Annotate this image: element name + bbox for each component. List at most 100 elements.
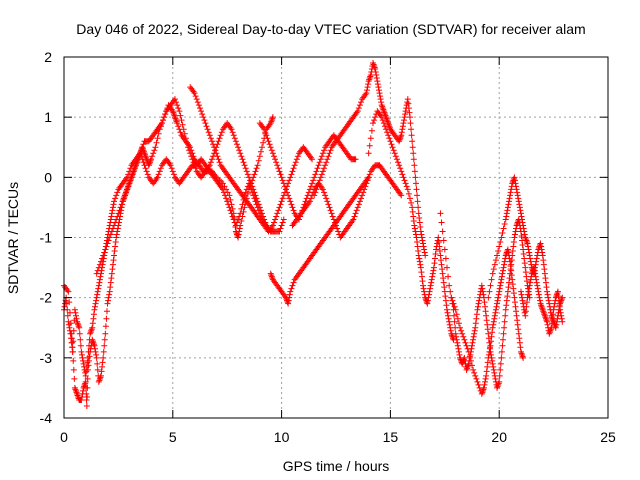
data-point	[457, 324, 464, 331]
data-point-interp	[149, 153, 156, 160]
y-tick-label: -2	[40, 290, 53, 306]
data-point	[367, 72, 374, 79]
data-point-interp	[251, 171, 258, 178]
data-point	[285, 300, 292, 307]
data-point	[287, 288, 294, 295]
data-point-interp	[558, 315, 565, 322]
data-point	[522, 264, 529, 271]
data-point-interp	[252, 168, 259, 175]
data-point-interp	[66, 299, 73, 306]
data-point	[132, 162, 139, 169]
data-point-interp	[517, 344, 524, 351]
y-tick-label: 0	[44, 169, 52, 185]
data-point-interp	[116, 207, 123, 214]
data-point-interp	[441, 284, 448, 291]
data-point-interp	[407, 120, 414, 127]
data-point-interp	[253, 165, 260, 172]
data-point-interp	[454, 315, 461, 322]
data-point-interp	[418, 269, 425, 276]
data-point	[108, 270, 115, 277]
data-point-interp	[485, 351, 492, 358]
data-point	[400, 120, 407, 127]
data-point	[491, 312, 498, 319]
data-point-interp	[353, 207, 360, 214]
data-point-interp	[366, 75, 373, 82]
data-point-interp	[390, 147, 397, 154]
data-point-interp	[364, 177, 371, 184]
data-point	[433, 246, 440, 253]
data-point-interp	[469, 339, 476, 346]
data-point-interp	[314, 183, 321, 190]
data-point	[245, 174, 252, 181]
data-point-interp	[90, 311, 97, 318]
data-point-interp	[492, 309, 499, 316]
data-point	[483, 372, 490, 379]
data-point-interp	[81, 381, 88, 388]
data-point-interp	[380, 120, 387, 127]
data-point	[537, 240, 544, 247]
data-point-interp	[482, 378, 489, 385]
data-point-interp	[519, 219, 526, 226]
data-point	[269, 222, 276, 229]
data-point-interp	[327, 207, 334, 214]
data-point	[91, 342, 98, 349]
data-point-interp	[365, 81, 372, 88]
data-point-interp	[102, 323, 109, 330]
data-point-interp	[375, 84, 382, 91]
data-point	[439, 270, 446, 277]
data-point-interp	[503, 213, 510, 220]
data-point	[524, 240, 531, 247]
data-point-interp	[412, 180, 419, 187]
data-point	[415, 252, 422, 259]
data-point-interp	[393, 156, 400, 163]
data-point-interp	[377, 93, 384, 100]
data-point	[269, 150, 276, 157]
data-point-interp	[473, 311, 480, 318]
data-point-interp	[289, 168, 296, 175]
data-point-interp	[490, 363, 497, 370]
data-point-interp	[471, 330, 478, 337]
data-point-interp	[455, 320, 462, 327]
data-point	[259, 144, 266, 151]
data-point-interp	[481, 299, 488, 306]
data-point	[65, 288, 72, 295]
data-point-interp	[92, 303, 99, 310]
data-point-interp	[518, 232, 525, 239]
data-point	[111, 222, 118, 229]
data-point-interp	[451, 303, 458, 310]
data-point-interp	[101, 342, 108, 349]
data-point-interp	[290, 165, 297, 172]
data-point-interp	[496, 285, 503, 292]
data-point	[402, 108, 409, 115]
data-point	[478, 282, 485, 289]
data-point-interp	[438, 261, 445, 268]
data-point-interp	[275, 207, 282, 214]
data-point-interp	[484, 363, 491, 370]
data-point	[119, 198, 126, 205]
data-point-interp	[505, 198, 512, 205]
data-point-interp	[212, 147, 219, 154]
data-point	[100, 354, 107, 361]
data-point	[424, 300, 431, 307]
data-point-interp	[76, 330, 83, 337]
data-point-interp	[399, 126, 406, 133]
data-point-interp	[365, 174, 372, 181]
data-point	[213, 150, 220, 157]
data-point-interp	[316, 177, 323, 184]
data-point-interp	[272, 156, 279, 163]
data-point-interp	[526, 249, 533, 256]
data-point	[104, 300, 111, 307]
y-tick-label: 2	[44, 49, 52, 65]
data-point-interp	[510, 285, 517, 292]
data-point-interp	[190, 159, 197, 166]
data-point-interp	[64, 312, 71, 319]
data-point-interp	[113, 192, 120, 199]
data-point-interp	[471, 327, 478, 334]
data-point-interp	[412, 174, 419, 181]
data-point-interp	[307, 195, 314, 202]
data-point	[548, 324, 555, 331]
data-point	[409, 204, 416, 211]
data-point	[526, 282, 533, 289]
data-point-interp	[161, 114, 168, 121]
data-point-interp	[270, 153, 277, 160]
